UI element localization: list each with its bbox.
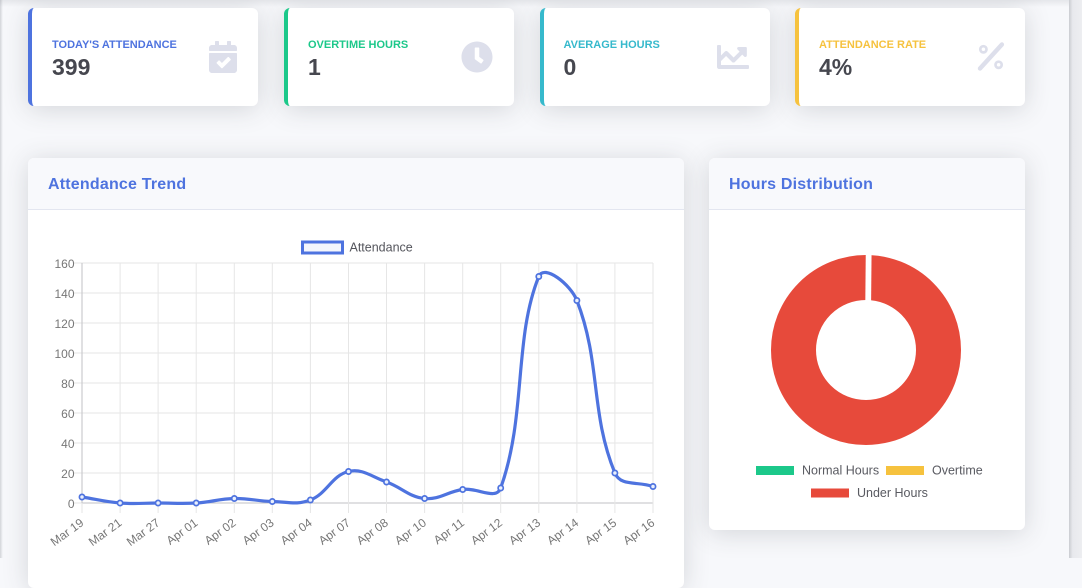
- svg-text:Attendance: Attendance: [350, 241, 413, 255]
- svg-text:140: 140: [54, 287, 74, 301]
- svg-text:Apr 15: Apr 15: [582, 515, 619, 547]
- svg-text:Apr 03: Apr 03: [240, 515, 277, 547]
- svg-text:60: 60: [61, 407, 75, 421]
- svg-text:20: 20: [61, 467, 75, 481]
- svg-text:Apr 11: Apr 11: [431, 515, 467, 547]
- svg-text:Apr 02: Apr 02: [202, 515, 239, 547]
- svg-text:80: 80: [61, 377, 75, 391]
- svg-text:Overtime: Overtime: [932, 464, 983, 478]
- svg-text:Apr 08: Apr 08: [354, 515, 391, 547]
- svg-text:40: 40: [61, 437, 75, 451]
- svg-text:160: 160: [54, 257, 74, 271]
- svg-text:Apr 16: Apr 16: [620, 515, 657, 547]
- svg-text:Apr 12: Apr 12: [468, 515, 505, 547]
- svg-text:Mar 21: Mar 21: [86, 515, 125, 548]
- svg-text:Apr 07: Apr 07: [316, 515, 353, 547]
- svg-text:Apr 04: Apr 04: [278, 515, 315, 547]
- svg-text:Under Hours: Under Hours: [857, 486, 928, 500]
- svg-text:Normal Hours: Normal Hours: [802, 464, 879, 478]
- svg-text:Apr 14: Apr 14: [544, 515, 581, 547]
- svg-text:Apr 01: Apr 01: [164, 515, 201, 547]
- svg-text:Mar 27: Mar 27: [124, 515, 163, 548]
- svg-text:100: 100: [54, 347, 74, 361]
- svg-text:Apr 10: Apr 10: [392, 515, 429, 547]
- svg-text:0: 0: [68, 497, 75, 511]
- svg-text:Mar 19: Mar 19: [48, 515, 87, 548]
- svg-text:120: 120: [54, 317, 74, 331]
- svg-text:Apr 13: Apr 13: [506, 515, 543, 547]
